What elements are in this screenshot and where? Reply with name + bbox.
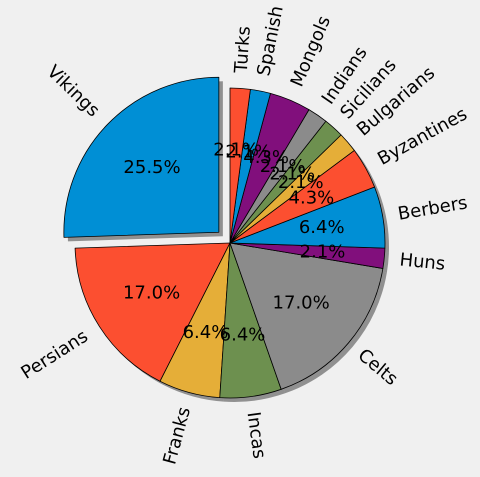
slice-turks: [229, 87, 251, 244]
pct-label-turks: 2.1%: [213, 140, 259, 161]
category-label-huns: Huns: [399, 249, 447, 274]
category-label-turks: Turks: [231, 25, 255, 74]
slice-vikings: [63, 76, 220, 238]
pct-label-bulgarians: 2.1%: [278, 172, 324, 193]
pct-label-huns: 2.1%: [300, 242, 346, 263]
pct-label-byzantines: 4.3%: [289, 188, 335, 209]
pct-label-vikings: 25.5%: [123, 157, 180, 178]
pct-label-spanish: 2.1%: [225, 141, 271, 162]
slice-celts: [229, 242, 384, 390]
pct-label-franks: 6.4%: [183, 322, 229, 343]
pct-label-sicilians: 2.1%: [269, 163, 315, 184]
pct-label-incas: 6.4%: [220, 325, 266, 346]
pct-label-indians: 2.1%: [260, 156, 306, 177]
percent-labels: 25.5%17.0%6.4%6.4%17.0%2.1%6.4%4.3%2.1%2…: [123, 140, 345, 346]
wedge-layer: [63, 76, 386, 399]
slice-persians: [74, 242, 231, 382]
pct-label-berbers: 6.4%: [299, 217, 345, 238]
pct-label-mongols: 4.3%: [243, 147, 289, 168]
pct-label-persians: 17.0%: [123, 283, 180, 304]
pct-label-celts: 17.0%: [273, 292, 330, 313]
